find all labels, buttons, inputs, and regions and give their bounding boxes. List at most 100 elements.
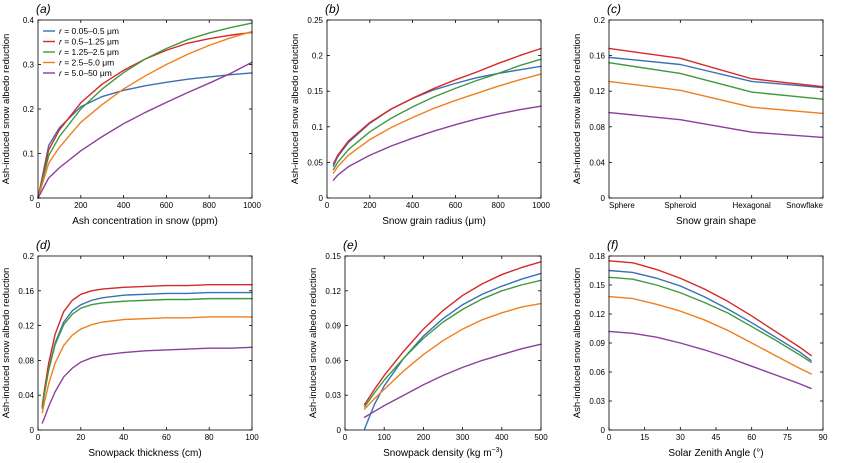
y-tick-label: 0.2 xyxy=(23,252,35,261)
x-tick-label: Spheroid xyxy=(664,201,696,210)
plot-frame xyxy=(609,20,823,198)
y-tick-label: 0.3 xyxy=(23,61,35,70)
y-tick-label: 0.12 xyxy=(325,287,341,296)
legend-entry: r = 0.5–1.25 μm xyxy=(59,37,119,47)
y-tick-label: 0.03 xyxy=(589,397,605,406)
series-line-s1 xyxy=(333,66,541,166)
y-tick-label: 0.05 xyxy=(307,158,323,167)
y-tick-label: 0.2 xyxy=(23,105,35,114)
x-axis-label: Snow grain radius (μm) xyxy=(382,216,486,227)
series-line-s3 xyxy=(333,59,541,169)
y-tick-label: 0.15 xyxy=(325,252,341,261)
x-tick-label: 40 xyxy=(119,433,128,442)
x-axis-label: Snowpack thickness (cm) xyxy=(88,448,201,459)
x-tick-label: 0 xyxy=(343,433,348,442)
x-tick-label: 75 xyxy=(783,433,792,442)
x-tick-label: 400 xyxy=(495,433,509,442)
legend-label: = 5.0–50 μm xyxy=(62,68,112,78)
panel-label: (d) xyxy=(36,238,51,252)
panel-b: 0 200 400 600 800 100000.050.10.150.20.25Snow… xyxy=(290,2,550,227)
x-tick-label: 200 xyxy=(363,201,377,210)
x-tick-label: 80 xyxy=(205,433,214,442)
x-axis-label: Ash concentration in snow (ppm) xyxy=(72,216,218,227)
x-tick-label: Sphere xyxy=(609,201,635,210)
series-line-s2 xyxy=(42,285,252,406)
panel-e: 0 100 200 300 400 500 0 0.03 0.06 0.09 0.12 0.15 Sno… xyxy=(308,238,548,459)
x-tick-label: 20 xyxy=(76,433,85,442)
x-tick-label: 400 xyxy=(406,201,420,210)
x-tick-label: 200 xyxy=(417,433,431,442)
y-axis-label: Ash-induced snow albedo reduction xyxy=(290,34,301,185)
y-axis-label: Ash-induced snow albedo reduction xyxy=(1,34,12,185)
panel-label: (e) xyxy=(343,238,358,252)
series-line-s3 xyxy=(609,277,811,362)
y-tick-label: 0.09 xyxy=(325,322,341,331)
panel-label: (a) xyxy=(36,2,51,16)
x-axis-label: Solar Zenith Angle (°) xyxy=(668,448,763,459)
panel-a: 0 200 400 600 800 1000 0 0.1 0.2 0.3 0.4 Ash concen… xyxy=(1,2,261,227)
series-line-s3 xyxy=(365,280,541,406)
y-tick-label: 0.2 xyxy=(312,52,324,61)
series-line-s3 xyxy=(42,299,252,408)
series-line-s2 xyxy=(609,261,811,356)
legend-entry: r = 5.0–50 μm xyxy=(59,68,112,78)
series-line-s1 xyxy=(609,271,811,361)
y-tick-label: 0.16 xyxy=(589,52,605,61)
y-tick-label: 0.08 xyxy=(18,356,34,365)
x-tick-label: 800 xyxy=(203,201,217,210)
x-axis-label-end: ) xyxy=(500,448,503,459)
legend-entry: r = 2.5–5.0 μm xyxy=(59,58,114,68)
series-line-s5 xyxy=(365,344,541,417)
y-tick-label: 0.09 xyxy=(589,339,605,348)
y-tick-label: 0 xyxy=(601,426,606,435)
x-tick-label: 15 xyxy=(640,433,649,442)
figure: 0 200 400 600 800 100000.10.20.30.4Ash concen… xyxy=(0,0,845,463)
y-axis-label: Ash-induced snow albedo reduction xyxy=(1,268,12,419)
x-tick-label: 300 xyxy=(456,433,470,442)
y-tick-label: 0.16 xyxy=(18,287,34,296)
x-tick-label: 100 xyxy=(378,433,392,442)
panel-label: (c) xyxy=(607,2,621,16)
series-line-s4 xyxy=(609,81,823,113)
y-tick-label: 0.15 xyxy=(307,87,323,96)
x-tick-label: 60 xyxy=(162,433,171,442)
legend-label: = 0.05–0.5 μm xyxy=(62,26,119,36)
x-axis-label-superscript: −3 xyxy=(492,447,500,454)
y-tick-label: 0.12 xyxy=(589,310,605,319)
y-tick-label: 0.03 xyxy=(325,391,341,400)
y-tick-label: 0.18 xyxy=(589,252,605,261)
y-tick-label: 0 xyxy=(601,194,606,203)
y-tick-label: 0.06 xyxy=(589,368,605,377)
y-tick-label: 0.2 xyxy=(594,16,606,25)
y-axis-label: Ash-induced snow albedo reduction xyxy=(572,34,583,185)
series-line-s2 xyxy=(333,48,541,163)
x-tick-label: 90 xyxy=(819,433,828,442)
legend-label: = 0.5–1.25 μm xyxy=(62,37,119,47)
series-line-s5 xyxy=(609,113,823,138)
x-axis-label: Snow grain shape xyxy=(676,216,756,227)
y-tick-label: 0.4 xyxy=(23,16,35,25)
x-tick-label: 500 xyxy=(534,433,548,442)
y-axis-label: Ash-induced snow albedo reduction xyxy=(308,268,319,419)
y-tick-label: 0.1 xyxy=(312,123,324,132)
x-axis-label: Snowpack density (kg m−3) xyxy=(383,447,503,459)
series-line-s4 xyxy=(365,304,541,410)
x-tick-label: 0 xyxy=(607,433,612,442)
x-tick-label: 0 xyxy=(36,433,41,442)
x-tick-label: 600 xyxy=(160,201,174,210)
y-tick-label: 0 xyxy=(319,194,324,203)
x-tick-label: 100 xyxy=(245,433,259,442)
legend: r = 0.05–0.5 μmr = 0.5–1.25 μmr = 1.25–2… xyxy=(43,26,119,78)
x-tick-label: 1000 xyxy=(532,201,550,210)
legend-label: = 1.25–2.5 μm xyxy=(62,47,119,57)
y-tick-label: 0.06 xyxy=(325,356,341,365)
legend-label: = 2.5–5.0 μm xyxy=(62,58,114,68)
x-tick-label: 400 xyxy=(117,201,131,210)
x-tick-label: 800 xyxy=(492,201,506,210)
y-axis-label: Ash-induced snow albedo reduction xyxy=(572,268,583,419)
y-tick-label: 0.08 xyxy=(589,123,605,132)
y-tick-label: 0.12 xyxy=(589,87,605,96)
y-tick-label: 0.04 xyxy=(18,391,34,400)
x-tick-label: 0 xyxy=(36,201,41,210)
panel-d: 0 20 40 60 80 10000.040.080.120.160.2Snowpack… xyxy=(1,238,259,459)
